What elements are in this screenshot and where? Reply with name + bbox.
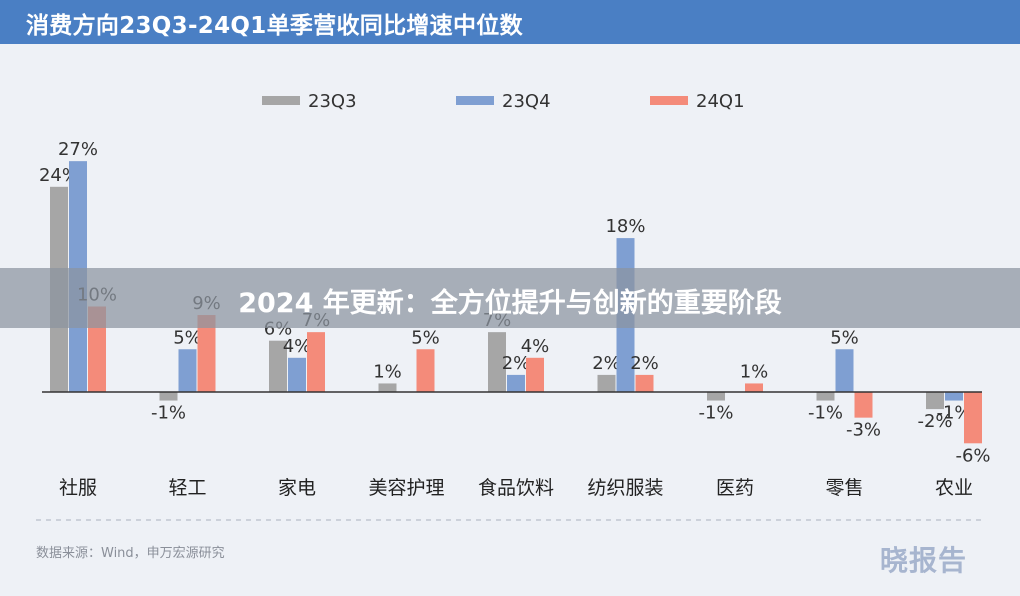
chart-title: 消费方向23Q3-24Q1单季营收同比增速中位数 (26, 13, 523, 39)
bar-24q1 (307, 332, 325, 392)
category-label: 轻工 (168, 477, 206, 499)
bar-23q3 (926, 392, 944, 410)
category-label: 零售 (825, 477, 863, 499)
category-label: 农业 (935, 477, 973, 499)
bar-23q4 (288, 357, 306, 392)
bar-23q4 (945, 392, 963, 401)
bar-24q1 (964, 392, 982, 444)
data-label: 5% (411, 327, 440, 348)
data-label: -1% (151, 403, 186, 424)
legend-label-24q1: 24Q1 (696, 91, 745, 112)
data-label: -3% (846, 420, 881, 441)
bar-24q1 (635, 374, 654, 392)
bar-23q4 (507, 374, 525, 392)
bar-23q3 (597, 374, 616, 392)
category-label: 美容护理 (368, 477, 444, 499)
bar-23q3 (269, 340, 287, 392)
data-label: -1% (936, 403, 971, 424)
watermark-logo: 晓报告 (880, 544, 968, 577)
bar-24q1 (416, 349, 435, 392)
banner-text: 2024 年更新：全方位提升与创新的重要阶段 (238, 288, 782, 319)
bar-23q3 (816, 392, 835, 401)
bar-23q4 (178, 349, 197, 392)
legend-swatch-23q4 (456, 96, 494, 105)
bar-24q1 (197, 315, 216, 392)
bar-24q1 (854, 392, 873, 418)
overlay-banner: 2024 年更新：全方位提升与创新的重要阶段 (0, 268, 1020, 328)
data-label: 18% (605, 216, 645, 237)
data-label: 1% (740, 361, 769, 382)
data-label: 5% (173, 327, 202, 348)
legend-label-23q4: 23Q4 (502, 91, 551, 112)
data-label: -6% (955, 445, 990, 466)
legend-swatch-23q3 (262, 96, 300, 105)
title-bar: 消费方向23Q3-24Q1单季营收同比增速中位数 (0, 0, 1020, 44)
category-label: 家电 (278, 477, 316, 499)
category-label: 社服 (59, 477, 97, 499)
category-label: 食品饮料 (478, 477, 554, 499)
data-label: -2% (917, 411, 952, 432)
data-label: 2% (592, 353, 621, 374)
bar-23q4 (835, 349, 854, 392)
bar-23q3 (159, 392, 178, 401)
bar-23q3 (378, 383, 397, 392)
data-label: 1% (373, 361, 402, 382)
data-label: -1% (808, 403, 843, 424)
data-label: -1% (698, 403, 733, 424)
data-label: 4% (521, 336, 550, 357)
legend-swatch-24q1 (650, 96, 688, 105)
data-label: 4% (283, 336, 312, 357)
data-label: 2% (630, 353, 659, 374)
bar-24q1 (526, 357, 544, 392)
bar-23q3 (488, 332, 506, 392)
data-label: 5% (830, 327, 859, 348)
data-label: 2% (502, 353, 531, 374)
data-label: 27% (58, 139, 98, 160)
bar-23q3 (707, 392, 725, 401)
bar-24q1 (745, 383, 763, 392)
source-note: 数据来源：Wind，申万宏源研究 (36, 546, 225, 561)
category-label: 纺织服装 (587, 477, 663, 499)
category-label: 医药 (716, 477, 754, 499)
legend-label-23q3: 23Q3 (308, 91, 357, 112)
